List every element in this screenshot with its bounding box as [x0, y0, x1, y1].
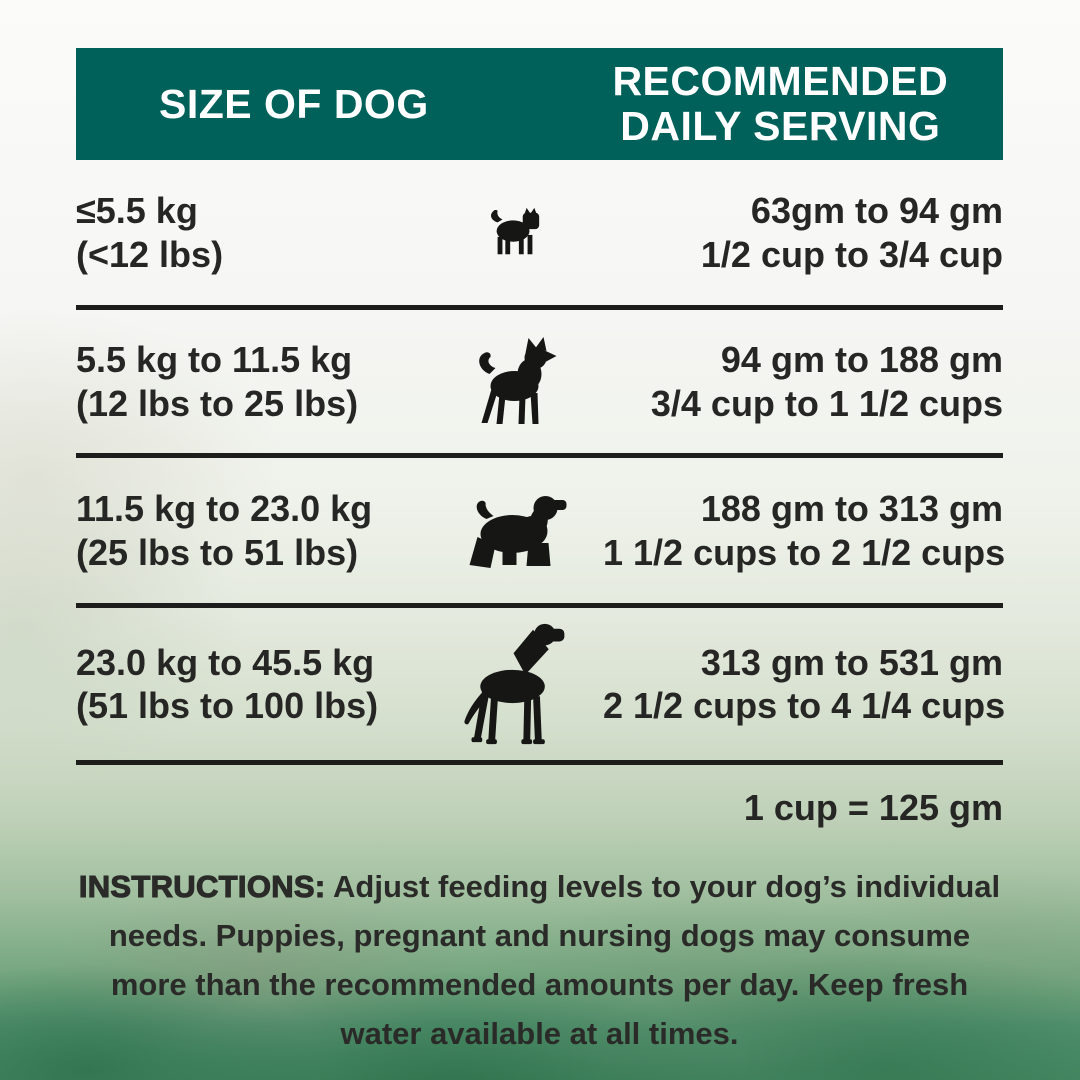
instructions-label: INSTRUCTIONS:: [78, 868, 326, 904]
size-lbs: (25 lbs to 51 lbs): [76, 531, 359, 573]
large-dog-icon: [469, 495, 566, 568]
serving-cups: 3/4 cup to 1 1/2 cups: [650, 382, 1003, 424]
small-dog-icon: [490, 207, 539, 254]
serving-grams: 313 gm to 531 gm: [700, 641, 1003, 683]
serving-grams: 188 gm to 313 gm: [700, 488, 1003, 530]
serving-cell: 188 gm to 313 gm 1 1/2 cups to 2 1/2 cup…: [603, 487, 1006, 573]
serving-cups: 1/2 cup to 3/4 cup: [700, 233, 1003, 275]
size-lbs: (51 lbs to 100 lbs): [76, 685, 379, 726]
size-column-header: SIZE OF DOG: [158, 80, 429, 127]
serving-header-line1: RECOMMENDED: [612, 58, 949, 105]
serving-cups: 1 1/2 cups to 2 1/2 cups: [603, 531, 1006, 573]
serving-header-line2: DAILY SERVING: [620, 103, 941, 149]
size-kg: 23.0 kg to 45.5 kg: [76, 641, 375, 683]
table-row: 5.5 kg to 11.5 kg (12 lbs to 25 lbs): [76, 310, 1003, 458]
cup-conversion-note: 1 cup = 125 gm: [743, 787, 1003, 828]
dog-icon-cell: [426, 491, 603, 571]
extra-large-dog-icon: [463, 623, 564, 745]
size-cell: 11.5 kg to 23.0 kg (25 lbs to 51 lbs): [76, 487, 426, 573]
size-kg: 11.5 kg to 23.0 kg: [76, 488, 373, 530]
instructions-text: INSTRUCTIONS: Adjust feeding levels to y…: [76, 863, 1003, 1059]
serving-cell: 313 gm to 531 gm 2 1/2 cups to 4 1/4 cup…: [603, 641, 1006, 727]
serving-grams: 63gm to 94 gm: [750, 190, 1003, 232]
size-kg: ≤5.5 kg: [76, 190, 198, 232]
dog-icon-cell: [426, 336, 603, 428]
feeding-guide-content: SIZE OF DOG RECOMMENDED DAILY SERVING ≤5…: [76, 0, 1006, 1059]
serving-column-header: RECOMMENDED DAILY SERVING: [512, 59, 1003, 148]
table-header: SIZE OF DOG RECOMMENDED DAILY SERVING: [76, 48, 1003, 160]
instructions-body: Adjust feeding levels to your dog’s indi…: [108, 869, 1001, 1051]
table-row: 23.0 kg to 45.5 kg (51 lbs to 100 lbs): [76, 608, 1006, 765]
serving-cell: 94 gm to 188 gm 3/4 cup to 1 1/2 cups: [603, 338, 1003, 424]
dog-icon-cell: [426, 207, 603, 259]
table-row: 11.5 kg to 23.0 kg (25 lbs to 51 lbs): [76, 458, 1006, 608]
serving-cups: 2 1/2 cups to 4 1/4 cups: [603, 685, 1006, 726]
size-cell: 5.5 kg to 11.5 kg (12 lbs to 25 lbs): [76, 338, 426, 424]
size-cell: ≤5.5 kg (<12 lbs): [76, 189, 426, 275]
dog-icon-cell: [426, 618, 603, 750]
medium-dog-icon: [478, 336, 556, 424]
size-lbs: (<12 lbs): [76, 233, 224, 275]
size-kg: 5.5 kg to 11.5 kg: [76, 339, 353, 381]
serving-grams: 94 gm to 188 gm: [720, 339, 1003, 381]
serving-cell: 63gm to 94 gm 1/2 cup to 3/4 cup: [603, 189, 1003, 275]
size-lbs: (12 lbs to 25 lbs): [76, 382, 359, 424]
table-row: ≤5.5 kg (<12 lbs): [76, 160, 1003, 310]
size-cell: 23.0 kg to 45.5 kg (51 lbs to 100 lbs): [76, 641, 426, 727]
